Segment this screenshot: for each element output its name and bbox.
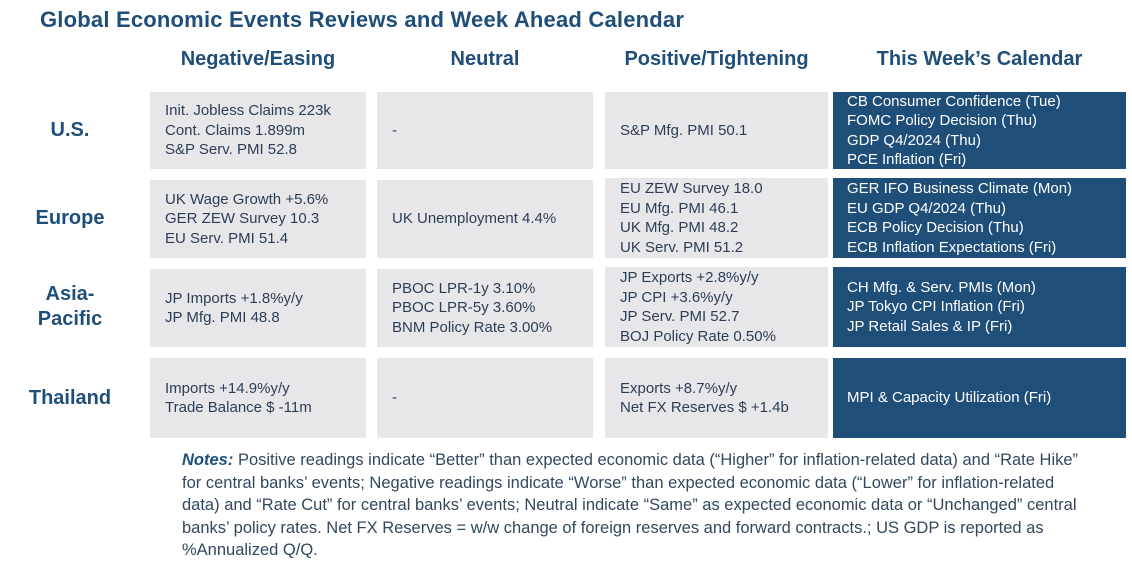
calendar-item: GER IFO Business Climate (Mon)	[847, 180, 1073, 197]
cell-europe-positive: EU ZEW Survey 18.0 EU Mfg. PMI 46.1 UK M…	[605, 178, 828, 258]
cell-line: S&P Serv. PMI 52.8	[165, 141, 298, 159]
calendar-item: JP Tokyo CPI Inflation (Fri)	[847, 298, 1025, 316]
notes-label: Notes:	[182, 451, 234, 469]
cell-line: JP Mfg. PMI 48.8	[165, 309, 280, 326]
cell-thailand-positive: Exports +8.7%y/y Net FX Reserves $ +1.4b	[605, 358, 828, 438]
row-header-thailand: Thailand	[28, 386, 112, 409]
cell-europe-neutral: UK Unemployment 4.4%	[377, 180, 593, 258]
cell-line: S&P Mfg. PMI 50.1	[620, 121, 748, 139]
cell-line: Cont. Claims 1.899m	[165, 121, 306, 139]
cell-europe-calendar: GER IFO Business Climate (Mon) EU GDP Q4…	[833, 178, 1126, 258]
cell-line: -	[392, 121, 397, 139]
calendar-item: EU GDP Q4/2024 (Thu)	[847, 199, 1006, 217]
cell-line: -	[392, 389, 397, 407]
cell-line: PBOC LPR-1y 3.10%	[392, 279, 536, 297]
cell-line: EU ZEW Survey 18.0	[620, 180, 763, 197]
cell-line: Net FX Reserves $ +1.4b	[620, 399, 789, 416]
page-title: Global Economic Events Reviews and Week …	[40, 7, 685, 32]
calendar-item: ECB Policy Decision (Thu)	[847, 219, 1024, 236]
cell-thailand-negative: Imports +14.9%y/y Trade Balance $ -11m	[150, 358, 366, 438]
cell-us-positive: S&P Mfg. PMI 50.1	[605, 92, 828, 169]
calendar-item: ECB Inflation Expectations (Fri)	[847, 238, 1057, 256]
calendar-item: FOMC Policy Decision (Thu)	[847, 112, 1038, 129]
calendar-item: PCE Inflation (Fri)	[847, 151, 967, 168]
cell-thailand-neutral: -	[377, 358, 593, 438]
cell-line: BNM Policy Rate 3.00%	[392, 318, 553, 336]
row-header-asia-pacific: Asia- Pacific	[10, 267, 130, 347]
cell-us-neutral: -	[377, 92, 593, 169]
cell-line: PBOC LPR-5y 3.60%	[392, 299, 536, 317]
cell-line: Init. Jobless Claims 223k	[165, 102, 331, 120]
cell-line: UK Unemployment 4.4%	[392, 210, 557, 228]
column-header-negative: Negative/Easing	[180, 48, 336, 70]
calendar-item: CB Consumer Confidence (Tue)	[847, 92, 1061, 110]
calendar-item: CH Mfg. & Serv. PMIs (Mon)	[847, 278, 1036, 296]
cell-line: GER ZEW Survey 10.3	[165, 210, 320, 228]
cell-us-calendar: CB Consumer Confidence (Tue) FOMC Policy…	[833, 92, 1126, 169]
cell-europe-negative: UK Wage Growth +5.6% GER ZEW Survey 10.3…	[150, 180, 366, 258]
row-header-us: U.S.	[50, 119, 90, 141]
cell-line: JP Exports +2.8%y/y	[620, 269, 759, 286]
cell-line: UK Mfg. PMI 48.2	[620, 219, 739, 236]
cell-line: JP Serv. PMI 52.7	[620, 308, 740, 325]
cell-asia-positive: JP Exports +2.8%y/y JP CPI +3.6%y/y JP S…	[605, 267, 828, 347]
column-header-neutral: Neutral	[450, 48, 520, 70]
cell-line: EU Mfg. PMI 46.1	[620, 199, 739, 217]
calendar-item: MPI & Capacity Utilization (Fri)	[847, 389, 1052, 407]
cell-line: UK Serv. PMI 51.2	[620, 238, 744, 256]
row-header-line: Asia-	[45, 283, 95, 305]
cell-line: EU Serv. PMI 51.4	[165, 229, 289, 247]
cell-line: JP Imports +1.8%y/y	[165, 289, 303, 307]
calendar-item: JP Retail Sales & IP (Fri)	[847, 317, 1013, 335]
calendar-item: GDP Q4/2024 (Thu)	[847, 131, 981, 149]
row-header-europe: Europe	[35, 206, 105, 229]
cell-asia-negative: JP Imports +1.8%y/y JP Mfg. PMI 48.8	[150, 269, 366, 347]
cell-line: JP CPI +3.6%y/y	[620, 288, 733, 306]
cell-thailand-calendar: MPI & Capacity Utilization (Fri)	[833, 358, 1126, 438]
row-header-line: Pacific	[37, 308, 103, 330]
cell-line: BOJ Policy Rate 0.50%	[620, 327, 776, 345]
cell-us-negative: Init. Jobless Claims 223k Cont. Claims 1…	[150, 92, 366, 169]
column-header-calendar: This Week’s Calendar	[876, 48, 1083, 70]
cell-line: Trade Balance $ -11m	[165, 399, 312, 416]
cell-asia-neutral: PBOC LPR-1y 3.10% PBOC LPR-5y 3.60% BNM …	[377, 269, 593, 347]
cell-line: Exports +8.7%y/y	[620, 379, 738, 397]
cell-line: UK Wage Growth +5.6%	[165, 190, 329, 208]
notes-text: Positive readings indicate “Better” than…	[182, 451, 1079, 559]
cell-asia-calendar: CH Mfg. & Serv. PMIs (Mon) JP Tokyo CPI …	[833, 267, 1126, 347]
column-header-positive: Positive/Tightening	[624, 48, 809, 70]
cell-line: Imports +14.9%y/y	[165, 379, 290, 397]
notes-paragraph: Notes: Positive readings indicate “Bette…	[182, 449, 1082, 562]
